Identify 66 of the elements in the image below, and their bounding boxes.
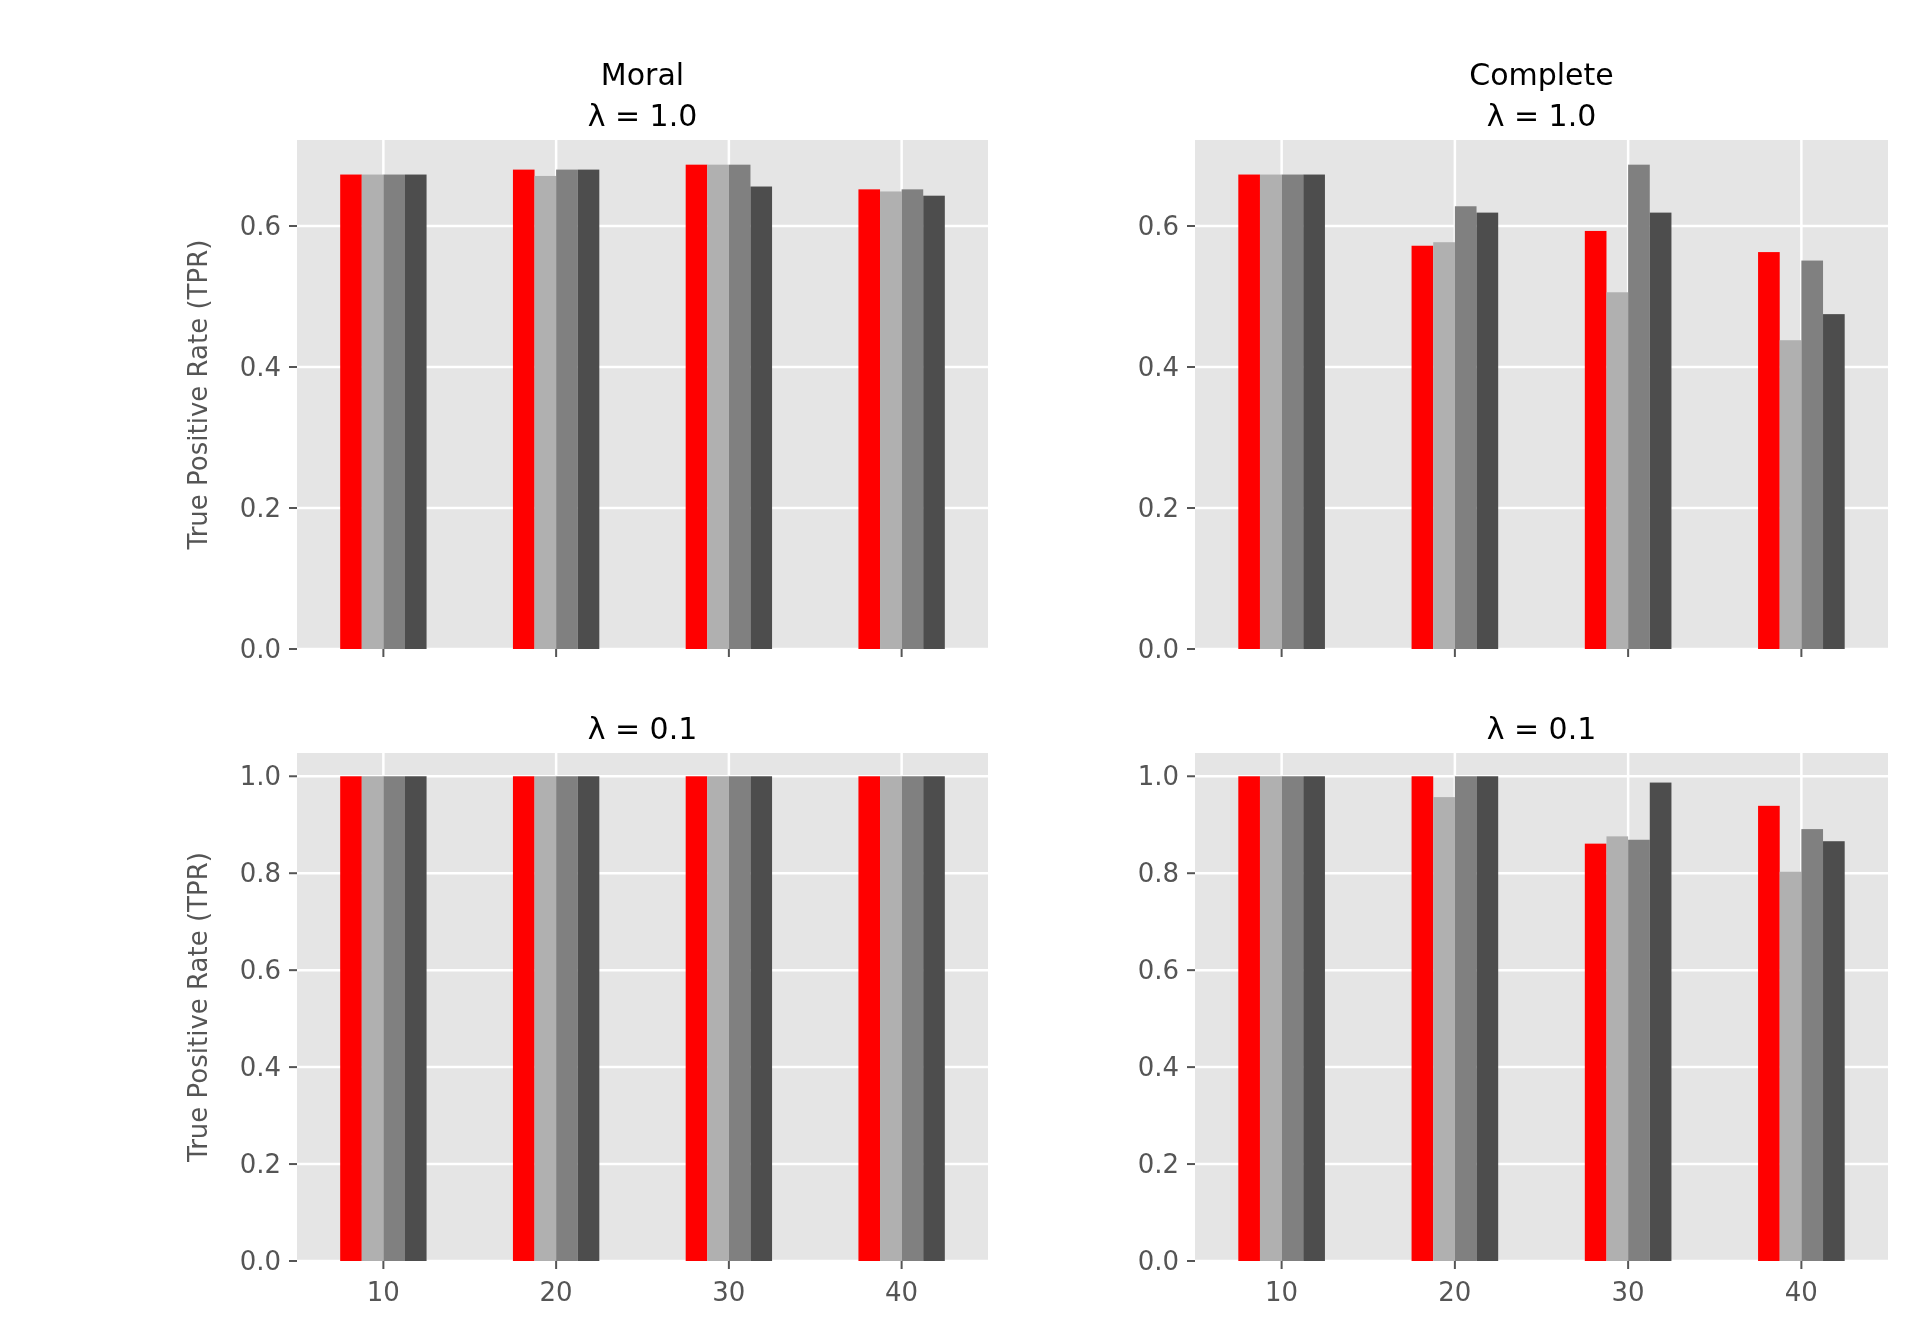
y-tick-label: 0.0: [1137, 1246, 1179, 1277]
bar: [1454, 206, 1477, 649]
x-tick-label: 30: [712, 1277, 746, 1307]
bar: [1649, 212, 1672, 649]
x-tick-label: 10: [366, 1277, 400, 1307]
y-tick-label: 0.6: [1137, 955, 1179, 986]
bar: [1779, 871, 1802, 1261]
y-tick-label: 0.4: [1137, 1052, 1179, 1083]
y-tick-label: 0.2: [239, 493, 281, 524]
bar: [1801, 829, 1824, 1261]
bar: [1758, 805, 1780, 1261]
y-tick-label: 0.4: [239, 1052, 281, 1083]
bar: [1303, 174, 1325, 649]
bar: [1823, 314, 1845, 649]
y-tick-label: 0.2: [239, 1149, 281, 1180]
x-tick-label: 20: [539, 1277, 573, 1307]
bar: [1476, 212, 1499, 649]
y-tick-label: 1.0: [1137, 761, 1179, 792]
bar: [1649, 782, 1672, 1261]
y-tick-label: 0.6: [1137, 211, 1179, 242]
bar: [1281, 174, 1304, 649]
chart-title: Complete λ = 1.0: [1469, 57, 1614, 133]
bar: [1454, 776, 1477, 1261]
bar: [1606, 292, 1629, 649]
bar: [1411, 245, 1434, 649]
chart-title: λ = 0.1: [1486, 711, 1597, 746]
bar: [1758, 252, 1780, 649]
bar: [1238, 776, 1260, 1261]
x-tick-label: 30: [1611, 1277, 1645, 1307]
bar: [1433, 797, 1455, 1261]
x-tick-label: 10: [1265, 1277, 1299, 1307]
y-tick-label: 0.2: [1137, 1149, 1179, 1180]
bar: [1259, 776, 1282, 1261]
y-tick-label: 0.8: [1137, 858, 1179, 889]
bar: [1628, 839, 1650, 1261]
bar: [1238, 174, 1260, 649]
bar: [1476, 776, 1499, 1261]
y-axis-title: True Positive Rate (TPR): [183, 239, 213, 551]
chart-title: Moral λ = 1.0: [587, 57, 698, 133]
y-tick-label: 1.0: [239, 761, 281, 792]
y-axis-title: True Positive Rate (TPR): [183, 852, 213, 1163]
x-tick-label: 40: [1784, 1277, 1818, 1307]
bar: [1628, 164, 1650, 649]
x-tick-label: 20: [1438, 1277, 1472, 1307]
y-tick-label: 0.0: [1137, 634, 1179, 665]
bar: [1823, 841, 1845, 1261]
bar: [1801, 260, 1824, 649]
bar: [1606, 836, 1629, 1261]
bar: [1584, 230, 1607, 649]
y-tick-label: 0.0: [239, 634, 281, 665]
x-tick-label: 40: [885, 1277, 919, 1307]
bar: [1303, 776, 1325, 1261]
y-tick-label: 0.4: [1137, 352, 1179, 383]
bar: [1281, 776, 1304, 1261]
y-tick-label: 0.6: [239, 211, 281, 242]
y-tick-label: 0.0: [239, 1246, 281, 1277]
y-tick-label: 0.8: [239, 858, 281, 889]
bar: [1584, 843, 1607, 1261]
bar: [1259, 174, 1282, 649]
bar: [1433, 242, 1455, 649]
bar: [1411, 776, 1434, 1261]
y-tick-label: 0.4: [239, 352, 281, 383]
y-tick-label: 0.6: [239, 955, 281, 986]
bar: [1779, 340, 1802, 649]
chart-title: λ = 0.1: [587, 711, 698, 746]
y-tick-label: 0.2: [1137, 493, 1179, 524]
